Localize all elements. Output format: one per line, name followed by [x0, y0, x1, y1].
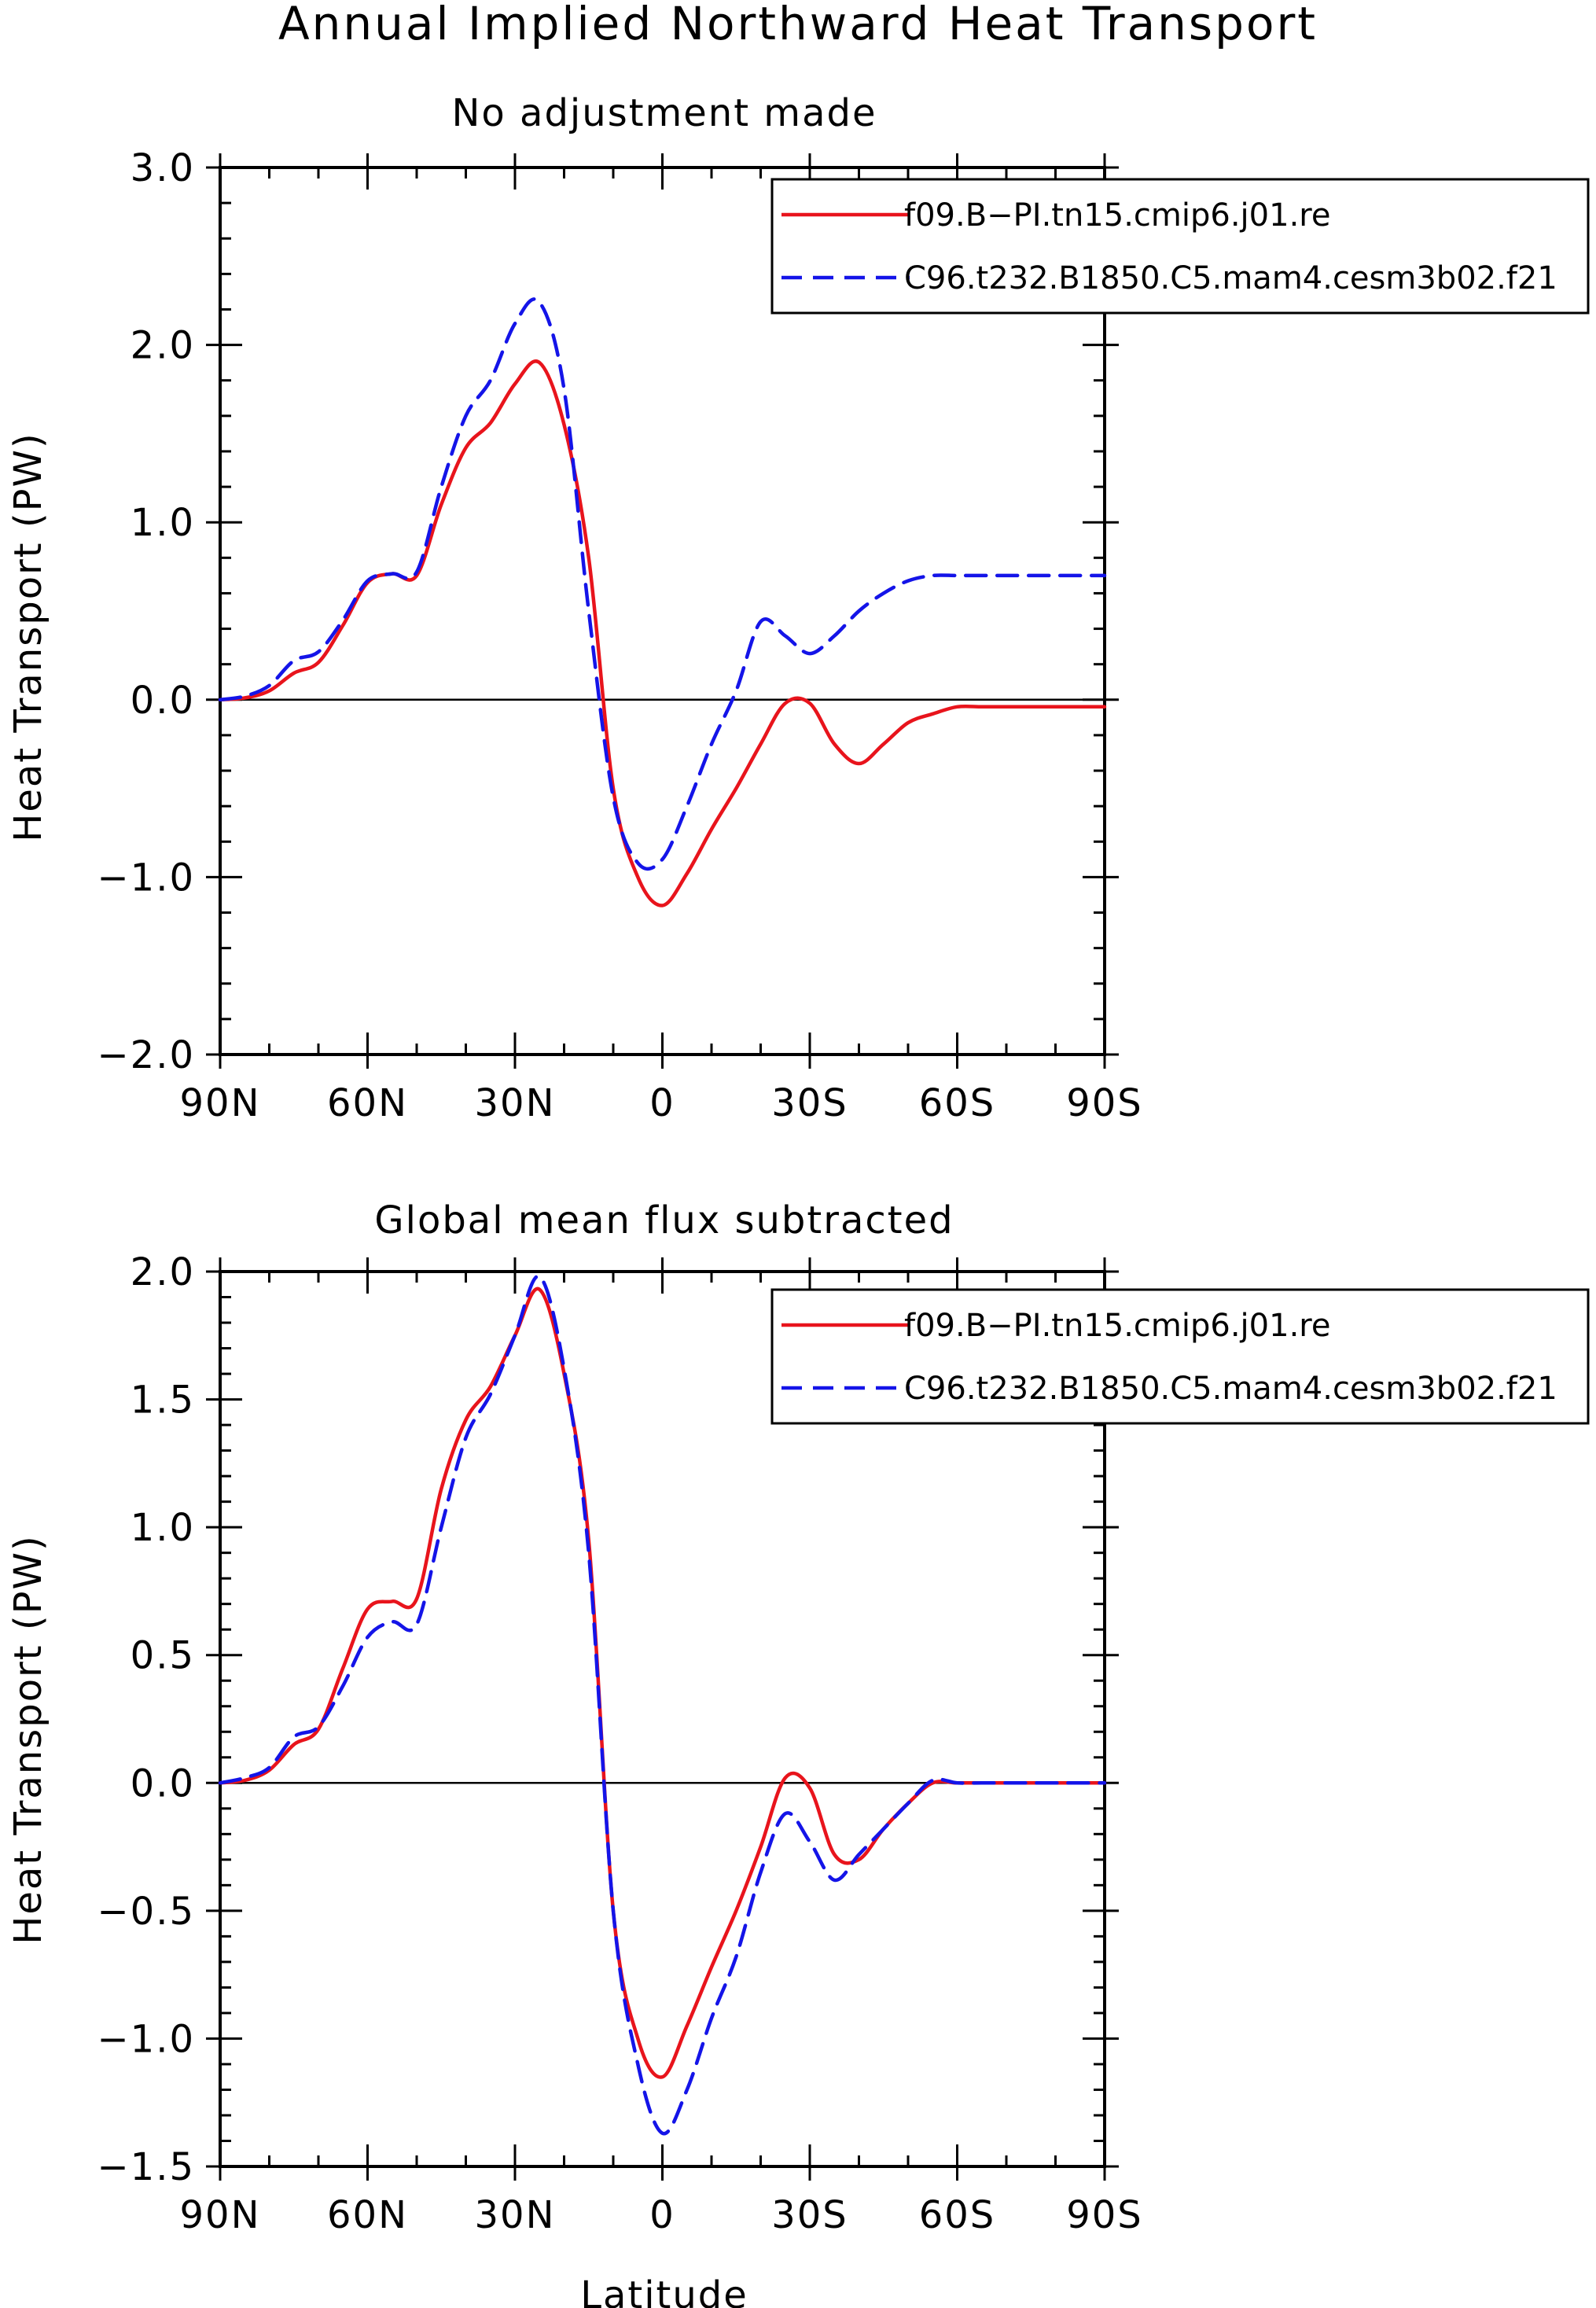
x-tick-label: 30N — [475, 2193, 556, 2237]
figure-title: Annual Implied Northward Heat Transport — [278, 0, 1318, 50]
panel-bottom-xlabel: Latitude — [580, 2273, 748, 2308]
x-tick-label: 30S — [771, 1081, 848, 1125]
series-line-1 — [218, 359, 1107, 907]
y-tick-label: 0.5 — [131, 1634, 195, 1678]
series-line-2 — [218, 1274, 1107, 2136]
series-line-1 — [218, 1287, 1107, 2079]
y-tick-label: −1.0 — [97, 856, 195, 900]
y-tick-label: 1.0 — [131, 1506, 195, 1550]
panel-top-ylabel: Heat Transport (PW) — [6, 432, 50, 841]
x-tick-label: 60N — [327, 2193, 408, 2237]
series-line-2 — [218, 297, 1107, 871]
x-tick-label: 90N — [180, 1081, 261, 1125]
y-tick-label: −0.5 — [97, 1890, 195, 1934]
y-tick-label: 0.0 — [131, 1761, 195, 1806]
legend-label-1: f09.B−PI.tn15.cmip6.j01.re — [904, 197, 1330, 234]
x-tick-label: 90S — [1066, 2193, 1143, 2237]
x-tick-label: 30S — [771, 2193, 848, 2237]
panel-bottom-title: Global mean flux subtracted — [374, 1198, 954, 1242]
panel-bottom: Global mean flux subtracted Heat Transpo… — [6, 1198, 1590, 2308]
y-tick-label: −2.0 — [97, 1033, 195, 1077]
panel-top-plot: 90N 60N 30N 0 30S 60S 90S 3.0 2.0 1.0 0.0 −1.0 −2.0 — [97, 146, 1143, 1125]
x-tick-label: 90S — [1066, 1081, 1143, 1125]
x-tick-label: 30N — [475, 1081, 556, 1125]
y-tick-label: 3.0 — [131, 146, 195, 190]
panel-bottom-ylabel: Heat Transport (PW) — [6, 1534, 50, 1944]
legend-label-2: C96.t232.B1850.C5.mam4.cesm3b02.f21 — [904, 260, 1557, 296]
legend-box — [770, 1288, 1590, 1425]
panel-bottom-plot: 90N 60N 30N 0 30S 60S 90S 2.0 1.5 1.0 0.5 0.0 −0.5 −1… — [97, 1250, 1143, 2237]
panel-top: No adjustment made Heat Transport (PW) 9… — [6, 91, 1590, 1125]
y-tick-label: 2.0 — [131, 324, 195, 368]
y-tick-label: 2.0 — [131, 1250, 195, 1294]
panel-top-title: No adjustment made — [452, 91, 877, 135]
x-tick-label: 60N — [327, 1081, 408, 1125]
panel-top-legend: f09.B−PI.tn15.cmip6.j01.re C96.t232.B1850… — [770, 178, 1590, 315]
panel-bottom-legend: f09.B−PI.tn15.cmip6.j01.re C96.t232.B1850… — [770, 1288, 1590, 1425]
x-tick-label: 60S — [919, 2193, 996, 2237]
y-tick-label: 0.0 — [131, 679, 195, 723]
y-tick-label: −1.5 — [97, 2145, 195, 2189]
x-tick-label: 60S — [919, 1081, 996, 1125]
y-tick-label: 1.0 — [131, 501, 195, 545]
legend-label-1: f09.B−PI.tn15.cmip6.j01.re — [904, 1308, 1330, 1344]
y-tick-label: 1.5 — [131, 1379, 195, 1423]
legend-label-2: C96.t232.B1850.C5.mam4.cesm3b02.f21 — [904, 1371, 1557, 1407]
x-tick-label: 0 — [649, 2193, 675, 2237]
y-tick-label: −1.0 — [97, 2017, 195, 2061]
legend-box — [770, 178, 1590, 315]
x-tick-label: 0 — [649, 1081, 675, 1125]
x-tick-label: 90N — [180, 2193, 261, 2237]
